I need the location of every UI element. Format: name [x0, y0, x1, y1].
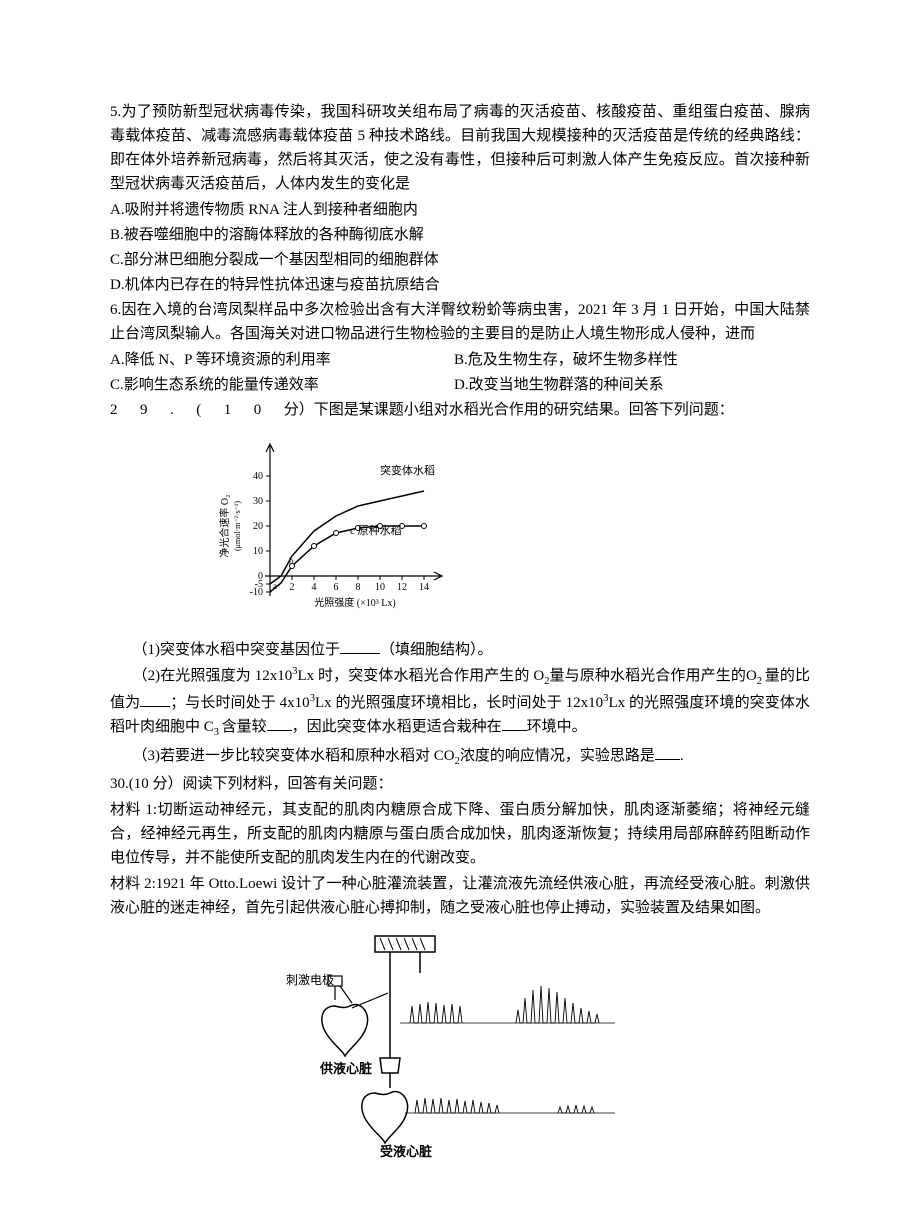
q30-diagram: 刺激电极 供液心脏 受液心脏 — [280, 928, 810, 1166]
svg-text:20: 20 — [253, 521, 263, 532]
q29-sub1-pre: （1)突变体水稻中突变基因位于 — [133, 642, 341, 658]
q29-sub1: （1)突变体水稻中突变基因位于 （填细胞结构）。 — [110, 638, 810, 662]
svg-text:-10: -10 — [250, 587, 263, 598]
q29-sub3-a: （3)若要进一步比较突变体水稻和原种水稻对 CO — [133, 748, 455, 764]
q30-m2: 材料 2:1921 年 Otto.Loewi 设计了一种心脏灌流装置，让灌流液先… — [110, 872, 810, 920]
q29-sub2-e: ；与长时间处于 4x10 — [170, 695, 310, 711]
q29-sub3-b: 浓度的响应情况，实验思路是 — [460, 748, 655, 764]
q29-sub2-c: 量与原种水稻光合作用产生的O — [549, 668, 756, 684]
q6-option-b: B.危及生物生存，破坏生物多样性 — [454, 348, 678, 372]
q29-sub3-c: . — [680, 748, 684, 764]
svg-text:12: 12 — [397, 582, 407, 593]
q29-num: 29.(10 — [110, 402, 284, 418]
q29-sub2-blank3 — [502, 716, 527, 731]
q30-label-stim: 刺激电极 — [286, 973, 334, 987]
svg-text:14: 14 — [419, 582, 429, 593]
q5-option-a: A.吸附并将遗传物质 RNA 注人到接种者细胞内 — [110, 198, 810, 222]
svg-text:8: 8 — [356, 582, 361, 593]
q30-label-recip: 受液心脏 — [380, 1144, 432, 1158]
q30-header: 30.(10 分）阅读下列材料，回答有关问题： — [110, 772, 810, 796]
q29-chart: 0 -5 -10 10 20 30 40 2 4 6 8 10 12 14 净光… — [210, 426, 810, 634]
svg-text:10: 10 — [375, 582, 385, 593]
q30-donor-heart-icon — [322, 1005, 368, 1056]
q29-sub2-h: 含量较 — [222, 719, 267, 735]
q6-option-a: A.降低 N、P 等环境资源的利用率 — [110, 348, 446, 372]
q5-option-c: C.部分淋巴细胞分裂成一个基因型相同的细胞群体 — [110, 248, 810, 272]
svg-text:40: 40 — [253, 471, 263, 482]
q29-header: 29.(10分）下图是某课题小组对水稻光合作用的研究结果。回答下列问题： — [110, 398, 810, 422]
q29-sub2-blank1 — [140, 692, 170, 707]
q29-chart-anno-a: a — [273, 581, 277, 591]
q29-sub2-i: ，因此突变体水稻更适合栽种在 — [292, 719, 502, 735]
q29-sub2-blank2 — [267, 716, 292, 731]
q29-sub1-post: （填细胞结构）。 — [380, 642, 493, 658]
q30-recip-heart-icon — [362, 1092, 408, 1143]
q6-stem: 6.因在入境的台湾凤梨样品中多次检验出含有大洋臀纹粉蚧等病虫害，2021 年 3… — [110, 298, 810, 346]
q29-chart-anno-b: b — [289, 556, 294, 566]
svg-text:4: 4 — [312, 582, 317, 593]
q29-sub3: （3)若要进一步比较突变体水稻和原种水稻对 CO2浓度的响应情况，实验思路是. — [110, 744, 810, 771]
q29-sub2-a: （2)在光照强度为 12x10 — [133, 668, 293, 684]
q29-chart-xlabel: 光照强度 (×10³ Lx) — [314, 596, 395, 609]
q29-sub2-b: Lx 时，突变体水稻光合作用产生的 O — [297, 668, 544, 684]
q5-option-d: D.机体内已存在的特异性抗体迅速与疫苗抗原结合 — [110, 273, 810, 297]
q29-chart-yunit: (μmol·m⁻²·s⁻¹) — [233, 501, 242, 551]
svg-text:6: 6 — [334, 582, 339, 593]
q29-chart-legend-mutant: 突变体水稻 — [380, 463, 435, 477]
q6-option-row-ab: A.降低 N、P 等环境资源的利用率 B.危及生物生存，破坏生物多样性 — [110, 348, 810, 372]
q6-option-row-cd: C.影响生态系统的能量传递效率 D.改变当地生物群落的种间关系 — [110, 373, 810, 397]
q29-chart-mutant-line — [270, 491, 424, 584]
svg-text:2: 2 — [290, 582, 295, 593]
svg-text:30: 30 — [253, 496, 263, 507]
q29-sub2: （2)在光照强度为 12x103Lx 时，突变体水稻光合作用产生的 O2量与原种… — [110, 664, 810, 742]
q29-chart-svg: 0 -5 -10 10 20 30 40 2 4 6 8 10 12 14 净光… — [210, 426, 470, 626]
q30-donor-trace — [410, 986, 599, 1023]
q30-m1: 材料 1:切断运动神经元，其支配的肌肉内糖原合成下降、蛋白质分解加快，肌肉逐渐萎… — [110, 798, 810, 870]
q29-sub2-j: 环境中。 — [527, 719, 587, 735]
q29-chart-ylabel: 净光合速率 O₂ — [218, 494, 231, 557]
q29-chart-legend-orig: c 原种水稻 — [350, 523, 402, 537]
q6-option-c: C.影响生态系统的能量传递效率 — [110, 373, 446, 397]
q30-label-donor: 供液心脏 — [319, 1061, 372, 1076]
q5-option-b: B.被吞噬细胞中的溶酶体释放的各种酶彻底水解 — [110, 223, 810, 247]
q29-sub2-f: Lx 的光照强度环境相比，长时间处于 12x10 — [315, 695, 603, 711]
q5-stem: 5.为了预防新型冠状病毒传染，我国科研攻关组布局了病毒的灭活疫苗、核酸疫苗、重组… — [110, 100, 810, 196]
q29-header-rest: 分）下图是某课题小组对水稻光合作用的研究结果。回答下列问题： — [284, 402, 734, 418]
q30-recip-trace — [415, 1098, 594, 1113]
q29-sub3-blank — [655, 745, 680, 760]
svg-text:10: 10 — [253, 546, 263, 557]
q29-sub1-blank — [340, 639, 380, 654]
q6-option-d: D.改变当地生物群落的种间关系 — [454, 373, 664, 397]
q30-diagram-svg: 刺激电极 供液心脏 受液心脏 — [280, 928, 620, 1158]
